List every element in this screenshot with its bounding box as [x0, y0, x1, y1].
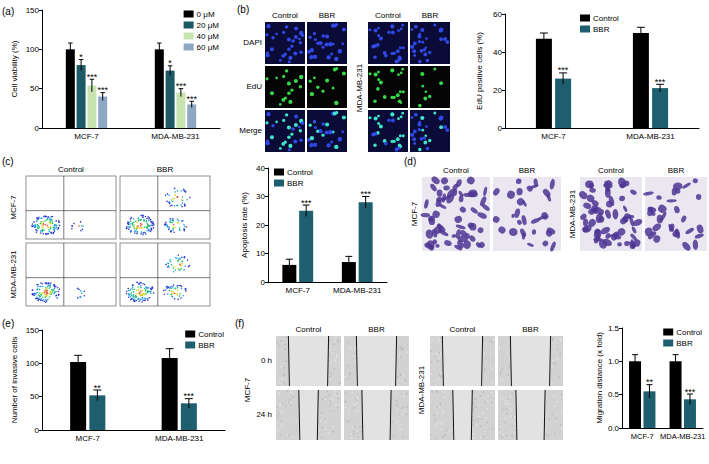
- svg-text:***: ***: [558, 65, 569, 75]
- svg-text:0: 0: [35, 426, 40, 435]
- svg-text:MCF-7: MCF-7: [410, 201, 419, 226]
- svg-text:MCF-7: MCF-7: [74, 132, 99, 141]
- svg-text:**: **: [646, 377, 654, 387]
- svg-text:1.5: 1.5: [608, 324, 620, 333]
- svg-text:MCF-7: MCF-7: [76, 434, 101, 443]
- svg-text:1.0: 1.0: [608, 357, 620, 366]
- svg-text:30: 30: [256, 192, 265, 201]
- svg-text:20 μM: 20 μM: [197, 21, 220, 30]
- svg-text:Control: Control: [296, 325, 322, 334]
- svg-text:0 μM: 0 μM: [197, 10, 215, 19]
- svg-text:Control: Control: [593, 14, 619, 23]
- svg-text:0.0: 0.0: [608, 424, 620, 433]
- svg-text:**: **: [94, 383, 102, 393]
- svg-text:*: *: [79, 52, 83, 62]
- svg-text:BBR: BBR: [157, 165, 174, 174]
- svg-text:0 h: 0 h: [261, 356, 272, 365]
- svg-text:MDA-MB-231: MDA-MB-231: [355, 63, 364, 112]
- svg-text:***: ***: [87, 72, 98, 82]
- svg-text:40: 40: [493, 48, 502, 57]
- svg-text:BBR: BBR: [287, 179, 304, 188]
- svg-text:Apoptosis rate (%): Apoptosis rate (%): [240, 192, 249, 258]
- svg-text:0.5: 0.5: [608, 390, 620, 399]
- svg-text:50: 50: [30, 84, 39, 93]
- svg-text:100: 100: [26, 359, 40, 368]
- svg-text:60 μM: 60 μM: [197, 43, 220, 52]
- svg-text:Merge: Merge: [239, 126, 262, 135]
- svg-text:BBR: BBR: [522, 325, 539, 334]
- svg-text:BBR: BBR: [198, 341, 215, 350]
- svg-text:Control: Control: [272, 11, 298, 20]
- svg-text:60: 60: [493, 10, 502, 19]
- svg-text:MDA-MB-231: MDA-MB-231: [155, 434, 204, 443]
- svg-text:MCF-7: MCF-7: [9, 195, 18, 220]
- svg-text:***: ***: [186, 94, 197, 104]
- svg-text:(e): (e): [2, 318, 14, 329]
- svg-text:MCF-7: MCF-7: [243, 377, 252, 402]
- svg-text:Control: Control: [58, 165, 84, 174]
- svg-text:0: 0: [498, 124, 503, 133]
- svg-text:***: ***: [97, 85, 108, 95]
- svg-text:50: 50: [30, 392, 39, 401]
- svg-text:(b): (b): [237, 4, 249, 15]
- svg-text:MDA-MB-231: MDA-MB-231: [151, 132, 200, 141]
- svg-text:MDA-MB-231: MDA-MB-231: [333, 286, 382, 295]
- svg-text:20: 20: [256, 221, 265, 230]
- svg-text:BBR: BBR: [593, 25, 610, 34]
- svg-text:Control: Control: [198, 330, 224, 339]
- svg-text:MCF-7: MCF-7: [631, 432, 654, 441]
- svg-text:MCF-7: MCF-7: [541, 132, 566, 141]
- svg-text:0: 0: [261, 278, 266, 287]
- svg-text:20: 20: [493, 86, 502, 95]
- svg-text:10: 10: [256, 249, 265, 258]
- svg-text:MDA-MB-231: MDA-MB-231: [9, 250, 18, 299]
- svg-text:Cell viability (%): Cell viability (%): [10, 40, 19, 97]
- svg-text:MDA-MB-231: MDA-MB-231: [660, 432, 705, 441]
- svg-text:BBR: BBR: [368, 325, 385, 334]
- svg-text:(d): (d): [404, 156, 416, 167]
- svg-text:DAPI: DAPI: [243, 38, 262, 47]
- svg-text:(a): (a): [2, 6, 14, 17]
- svg-text:Control: Control: [375, 11, 401, 20]
- svg-text:***: ***: [685, 387, 696, 397]
- svg-text:***: ***: [655, 77, 666, 87]
- svg-text:24 h: 24 h: [256, 410, 272, 419]
- svg-text:MDA-MB-231: MDA-MB-231: [417, 365, 426, 414]
- svg-text:Control: Control: [287, 168, 313, 177]
- svg-text:Migration distance (x fold): Migration distance (x fold): [595, 332, 604, 424]
- svg-text:***: ***: [184, 391, 195, 401]
- svg-text:***: ***: [360, 189, 371, 199]
- svg-text:MCF-7: MCF-7: [286, 286, 311, 295]
- svg-text:Control: Control: [598, 166, 624, 175]
- svg-text:Control: Control: [450, 325, 476, 334]
- svg-text:150: 150: [26, 6, 40, 15]
- svg-text:Control: Control: [676, 328, 702, 337]
- svg-text:MDA-MB-231: MDA-MB-231: [568, 189, 577, 238]
- svg-text:BBR: BBR: [319, 11, 336, 20]
- svg-text:BBR: BBR: [676, 339, 693, 348]
- svg-text:(f): (f): [235, 318, 244, 329]
- svg-text:Control: Control: [443, 166, 469, 175]
- svg-text:EdU: EdU: [246, 82, 262, 91]
- svg-text:***: ***: [301, 198, 312, 208]
- svg-text:***: ***: [176, 81, 187, 91]
- svg-text:100: 100: [26, 45, 40, 54]
- svg-text:Number of invasive cells: Number of invasive cells: [10, 337, 19, 424]
- svg-text:150: 150: [26, 326, 40, 335]
- svg-text:BBR: BBR: [519, 166, 536, 175]
- svg-text:0: 0: [35, 124, 40, 133]
- svg-text:*: *: [168, 58, 172, 68]
- svg-text:BBR: BBR: [668, 166, 685, 175]
- svg-text:40: 40: [256, 164, 265, 173]
- svg-text:(c): (c): [2, 156, 14, 167]
- svg-text:EdU positive cells (%): EdU positive cells (%): [475, 32, 484, 110]
- svg-text:40 μM: 40 μM: [197, 32, 220, 41]
- svg-text:BBR: BBR: [422, 11, 439, 20]
- svg-text:MDA-MB-231: MDA-MB-231: [626, 132, 675, 141]
